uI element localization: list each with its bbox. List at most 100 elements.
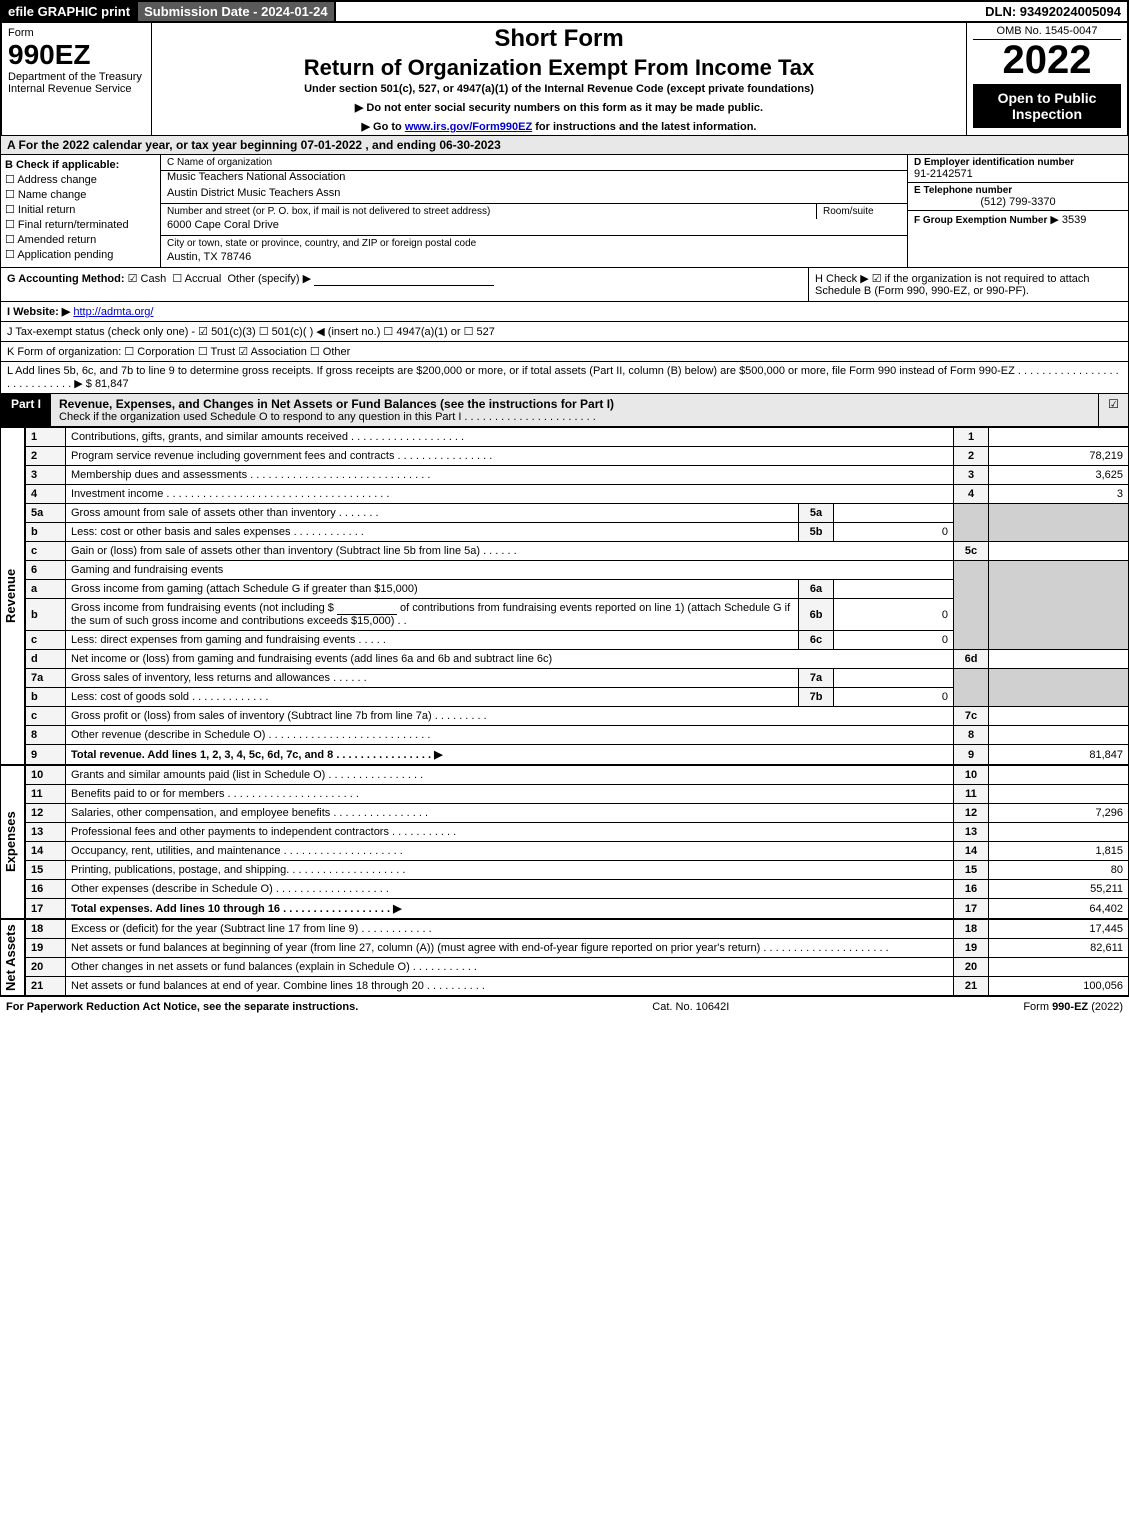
line-3: 3Membership dues and assessments . . . .… [26,466,1129,485]
line-20: 20Other changes in net assets or fund ba… [26,958,1129,977]
irs-line: Internal Revenue Service [8,83,145,95]
line-4: 4Investment income . . . . . . . . . . .… [26,485,1129,504]
org-name-label: C Name of organization [161,155,907,171]
org-name-2: Austin District Music Teachers Assn [161,187,907,204]
line-9: 9Total revenue. Add lines 1, 2, 3, 4, 5c… [26,745,1129,765]
line-5a: 5aGross amount from sale of assets other… [26,504,1129,523]
note-url-post: for instructions and the latest informat… [532,121,756,133]
city-label: City or town, state or province, country… [161,236,907,251]
netassets-section: Net Assets 18Excess or (deficit) for the… [0,919,1129,996]
website-label: I Website: ▶ [7,306,70,318]
expenses-section: Expenses 10Grants and similar amounts pa… [0,765,1129,919]
note-ssn: ▶ Do not enter social security numbers o… [158,101,960,114]
row-l-amount: 81,847 [95,378,129,390]
city-value: Austin, TX 78746 [161,251,907,267]
g-cash[interactable]: Cash [128,273,167,285]
street-value: 6000 Cape Coral Drive [161,219,907,236]
col-def: D Employer identification number 91-2142… [908,155,1128,267]
line-10: 10Grants and similar amounts paid (list … [26,766,1129,785]
ein-block: D Employer identification number 91-2142… [908,155,1128,183]
irs-link[interactable]: www.irs.gov/Form990EZ [405,121,532,133]
expenses-table: 10Grants and similar amounts paid (list … [25,765,1129,919]
line-5c: cGain or (loss) from sale of assets othe… [26,542,1129,561]
topbar-spacer [336,2,980,21]
row-h-schedule-b: H Check ▶ ☑ if the organization is not r… [808,268,1128,301]
line-17: 17Total expenses. Add lines 10 through 1… [26,899,1129,919]
subtitle: Under section 501(c), 527, or 4947(a)(1)… [158,83,960,95]
check-final-return[interactable]: Final return/terminated [5,218,156,231]
revenue-vert-label: Revenue [1,427,25,765]
line-7c: cGross profit or (loss) from sales of in… [26,707,1129,726]
line-8: 8Other revenue (describe in Schedule O) … [26,726,1129,745]
org-name-1: Music Teachers National Association [161,171,907,187]
ein-value: 91-2142571 [914,168,1122,180]
col-b-header: B Check if applicable: [5,159,156,171]
street-label: Number and street (or P. O. box, if mail… [161,204,816,219]
note-url-pre: ▶ Go to [362,121,405,133]
netassets-table: 18Excess or (deficit) for the year (Subt… [25,919,1129,996]
line-12: 12Salaries, other compensation, and empl… [26,804,1129,823]
section-bcdef: B Check if applicable: Address change Na… [0,155,1129,268]
submission-date: Submission Date - 2024-01-24 [138,2,336,21]
line-15: 15Printing, publications, postage, and s… [26,861,1129,880]
row-i-website: I Website: ▶ http://admta.org/ [0,302,1129,322]
revenue-table: 1Contributions, gifts, grants, and simil… [25,427,1129,765]
expenses-vert-label: Expenses [1,765,25,919]
group-block: F Group Exemption Number ▶ 3539 [908,211,1128,228]
note-url: ▶ Go to www.irs.gov/Form990EZ for instru… [158,120,960,133]
header-right: OMB No. 1545-0047 2022 Open to Public In… [967,23,1127,135]
line-2: 2Program service revenue including gover… [26,447,1129,466]
line-16: 16Other expenses (describe in Schedule O… [26,880,1129,899]
g-accrual[interactable]: Accrual [172,273,221,285]
dln-label: DLN: 93492024005094 [979,2,1127,21]
line-18: 18Excess or (deficit) for the year (Subt… [26,920,1129,939]
g-other[interactable]: Other (specify) ▶ [227,273,311,285]
tel-block: E Telephone number (512) 799-3370 [908,183,1128,211]
row-l-text: L Add lines 5b, 6c, and 7b to line 9 to … [7,365,1119,390]
line-1: 1Contributions, gifts, grants, and simil… [26,428,1129,447]
part1-title: Revenue, Expenses, and Changes in Net As… [51,394,1098,426]
dept-line: Department of the Treasury [8,71,145,83]
part1-title-text: Revenue, Expenses, and Changes in Net As… [59,397,614,411]
part1-subtitle: Check if the organization used Schedule … [59,411,1090,423]
line-13: 13Professional fees and other payments t… [26,823,1129,842]
footer-left: For Paperwork Reduction Act Notice, see … [6,1001,358,1013]
check-initial-return[interactable]: Initial return [5,203,156,216]
top-bar: efile GRAPHIC print Submission Date - 20… [0,0,1129,23]
group-label: F Group Exemption Number [914,215,1047,226]
footer-cat: Cat. No. 10642I [652,1001,729,1013]
tax-year: 2022 [973,40,1121,80]
form-code: 990EZ [8,39,145,71]
header-left: Form 990EZ Department of the Treasury In… [2,23,152,135]
group-value: ▶ 3539 [1050,214,1086,226]
website-link[interactable]: http://admta.org/ [73,306,153,318]
accounting-method: G Accounting Method: Cash Accrual Other … [1,268,808,301]
row-gh: G Accounting Method: Cash Accrual Other … [0,268,1129,302]
line-6d: dNet income or (loss) from gaming and fu… [26,650,1129,669]
line-7a: 7aGross sales of inventory, less returns… [26,669,1129,688]
check-name-change[interactable]: Name change [5,188,156,201]
line-11: 11Benefits paid to or for members . . . … [26,785,1129,804]
line-6: 6Gaming and fundraising events [26,561,1129,580]
room-label: Room/suite [817,204,907,219]
line-14: 14Occupancy, rent, utilities, and mainte… [26,842,1129,861]
main-title: Return of Organization Exempt From Incom… [158,55,960,81]
row-l-gross-receipts: L Add lines 5b, 6c, and 7b to line 9 to … [0,362,1129,394]
form-header: Form 990EZ Department of the Treasury In… [0,23,1129,136]
line-21: 21Net assets or fund balances at end of … [26,977,1129,996]
tel-label: E Telephone number [914,185,1122,196]
row-j-tax-status: J Tax-exempt status (check only one) - ☑… [0,322,1129,342]
check-application-pending[interactable]: Application pending [5,248,156,261]
netassets-vert-label: Net Assets [1,919,25,996]
part1-checkbox[interactable]: ☑ [1098,394,1128,426]
check-address-change[interactable]: Address change [5,173,156,186]
revenue-section: Revenue 1Contributions, gifts, grants, a… [0,427,1129,765]
col-b-checkboxes: B Check if applicable: Address change Na… [1,155,161,267]
footer-form: Form 990-EZ (2022) [1023,1001,1123,1013]
page-footer: For Paperwork Reduction Act Notice, see … [0,996,1129,1017]
g-label: G Accounting Method: [7,273,125,285]
tel-value: (512) 799-3370 [914,196,1122,208]
short-form-title: Short Form [158,25,960,53]
row-k-org-form: K Form of organization: ☐ Corporation ☐ … [0,342,1129,362]
check-amended-return[interactable]: Amended return [5,233,156,246]
